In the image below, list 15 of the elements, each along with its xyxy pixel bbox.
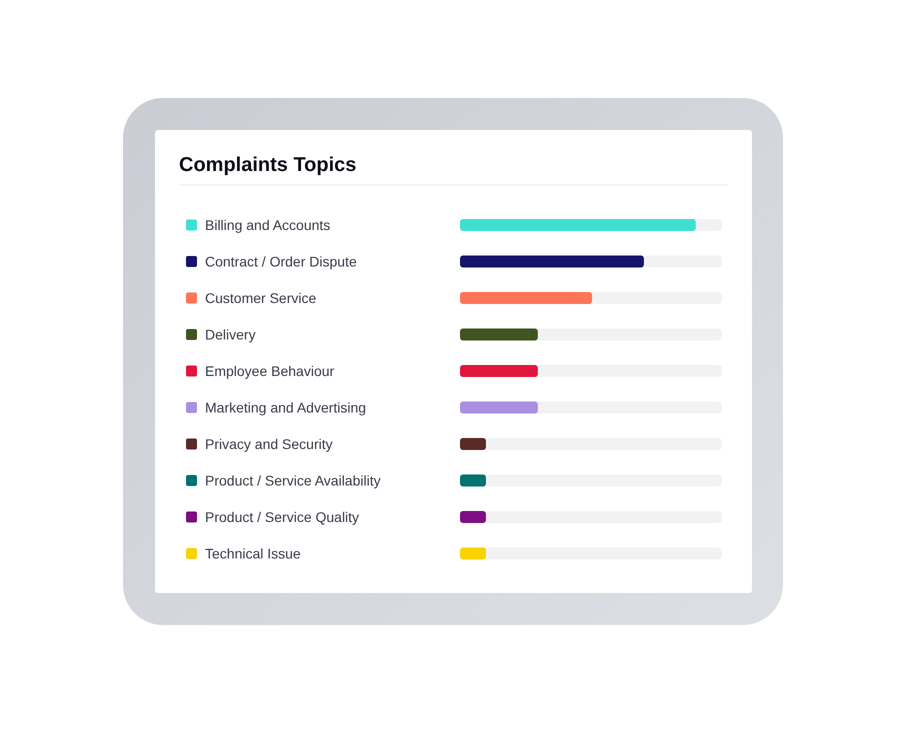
bar — [460, 548, 486, 560]
y-tick-label: Technical Issue — [205, 546, 301, 562]
y-tick-label: Customer Service — [205, 290, 316, 306]
y-tick-label: Contract / Order Dispute — [205, 254, 357, 270]
y-tick-label: Product / Service Availability — [205, 472, 381, 488]
y-tick-label: Marketing and Advertising — [205, 400, 366, 416]
y-tick-label: Billing and Accounts — [205, 217, 330, 233]
bar — [460, 474, 486, 486]
text: Complaints Topics — [179, 154, 356, 176]
bar — [460, 511, 486, 523]
y-tick-label: Delivery — [205, 326, 256, 342]
y-tick-label: Employee Behaviour — [205, 363, 335, 379]
y-tick-label: Product / Service Quality — [205, 509, 360, 525]
y-tick-label: Privacy and Security — [205, 436, 333, 452]
bar — [460, 438, 486, 450]
